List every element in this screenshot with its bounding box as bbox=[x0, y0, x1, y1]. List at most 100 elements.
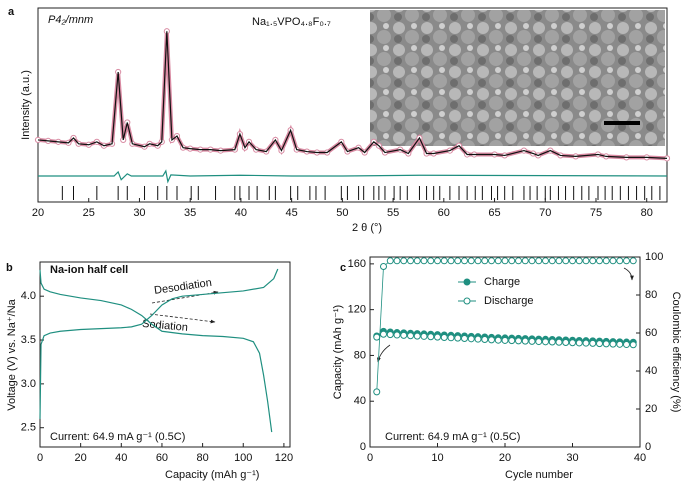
data-point bbox=[575, 339, 583, 347]
xlabel: 2 θ (°) bbox=[352, 222, 382, 234]
data-point bbox=[575, 257, 583, 265]
x-tick-label: 30 bbox=[133, 207, 145, 219]
x-tick-label: 70 bbox=[539, 207, 551, 219]
data-point bbox=[589, 339, 597, 347]
x-tick-label: 40 bbox=[634, 452, 646, 464]
x-tick-label: 0 bbox=[367, 452, 373, 464]
data-point bbox=[528, 337, 536, 345]
legend-label: Discharge bbox=[484, 295, 534, 307]
data-point bbox=[461, 334, 468, 342]
x-tick-label: 20 bbox=[499, 452, 511, 464]
y2-tick-label: 80 bbox=[645, 289, 657, 301]
annotations: Current: 64.9 mA g⁻¹ (0.5C) bbox=[50, 431, 185, 443]
y-tick-label: 4.0 bbox=[21, 290, 36, 302]
y2-tick-label: 40 bbox=[645, 365, 657, 377]
data-point bbox=[515, 337, 522, 345]
x-tick-label: 30 bbox=[566, 452, 578, 464]
y-tick-label: 3.5 bbox=[21, 334, 36, 346]
panel-label: c bbox=[340, 262, 346, 274]
x-tick-label: 60 bbox=[438, 207, 450, 219]
ylabel: Voltage (V) vs. Na⁺/Na bbox=[6, 298, 18, 410]
data-point bbox=[548, 338, 556, 346]
data-point bbox=[602, 257, 610, 265]
x-tick-label: 60 bbox=[156, 452, 168, 464]
x-tick-label: 55 bbox=[387, 207, 399, 219]
x-tick-label: 40 bbox=[235, 207, 247, 219]
data-point bbox=[562, 257, 570, 265]
data-point bbox=[407, 332, 414, 340]
data-point bbox=[488, 257, 495, 265]
x-tick-label: 65 bbox=[488, 207, 500, 219]
x-tick-label: 80 bbox=[196, 452, 208, 464]
data-point bbox=[589, 257, 597, 265]
x-tick-label: 20 bbox=[32, 207, 44, 219]
data-point bbox=[454, 334, 462, 342]
panel: b Na-ion half cellDesodiationSodiationCur… bbox=[6, 261, 293, 481]
y-tick-label: 3.0 bbox=[21, 378, 36, 390]
data-point bbox=[569, 257, 576, 265]
data-point bbox=[440, 257, 448, 265]
data-point bbox=[609, 257, 617, 265]
data-point bbox=[501, 336, 509, 344]
x-tick-label: 80 bbox=[641, 207, 653, 219]
legend-marker bbox=[463, 278, 471, 286]
data-point bbox=[542, 338, 549, 346]
data-point bbox=[481, 257, 489, 265]
data-point bbox=[413, 257, 421, 265]
panel-label: b bbox=[6, 262, 13, 274]
annotations: Current: 64.9 mA g⁻¹ (0.5C) bbox=[385, 431, 520, 443]
data-point bbox=[548, 257, 556, 265]
data-point bbox=[400, 257, 408, 265]
data-point bbox=[596, 340, 603, 348]
sem-inset bbox=[370, 10, 665, 146]
data-point bbox=[609, 340, 617, 348]
data-point bbox=[542, 257, 549, 265]
series-line bbox=[37, 31, 668, 159]
data-point bbox=[535, 338, 543, 346]
arrows bbox=[149, 267, 634, 363]
x-tick-label: 25 bbox=[83, 207, 95, 219]
space-group: P4₂/mnm bbox=[48, 14, 93, 26]
data-point bbox=[467, 335, 475, 343]
data-point bbox=[420, 332, 428, 340]
data-point bbox=[393, 257, 401, 265]
data-point bbox=[562, 339, 570, 346]
data-point bbox=[447, 257, 455, 265]
data-point bbox=[474, 335, 482, 343]
data-point bbox=[508, 257, 516, 265]
data-point bbox=[427, 333, 435, 341]
annotations: Sodiation bbox=[142, 318, 189, 334]
x-tick-label: 20 bbox=[75, 452, 87, 464]
series-line bbox=[39, 269, 273, 433]
y2-tick-label: 100 bbox=[645, 251, 663, 263]
data-point bbox=[461, 257, 468, 265]
data-point bbox=[582, 339, 590, 347]
y-tick-label: 80 bbox=[354, 349, 366, 361]
data-point bbox=[440, 333, 448, 341]
y2-tick-label: 60 bbox=[645, 327, 657, 339]
series-line bbox=[38, 169, 668, 184]
y-tick-label: 40 bbox=[354, 395, 366, 407]
panel-label: a bbox=[8, 6, 15, 18]
data-point bbox=[380, 263, 387, 270]
data-point bbox=[427, 257, 435, 265]
y2-tick-label: 20 bbox=[645, 403, 657, 415]
x-tick-label: 100 bbox=[234, 452, 252, 464]
y-tick-label: 2.5 bbox=[21, 422, 36, 434]
data-point bbox=[400, 331, 408, 339]
data-point bbox=[569, 339, 576, 347]
data-point bbox=[434, 333, 441, 341]
data-point bbox=[555, 257, 563, 265]
x-tick-label: 50 bbox=[336, 207, 348, 219]
data-point bbox=[528, 257, 536, 265]
data-point bbox=[582, 257, 590, 265]
panel: c Current: 64.9 mA g⁻¹ (0.5C) Cycle number… bbox=[332, 251, 682, 481]
x-tick-label: 45 bbox=[286, 207, 298, 219]
data-point bbox=[413, 332, 421, 340]
data-point bbox=[629, 341, 637, 349]
data-point bbox=[474, 257, 482, 265]
y-tick-label: 120 bbox=[348, 304, 366, 316]
data-point bbox=[494, 336, 502, 344]
y-tick-label: 0 bbox=[360, 441, 366, 453]
